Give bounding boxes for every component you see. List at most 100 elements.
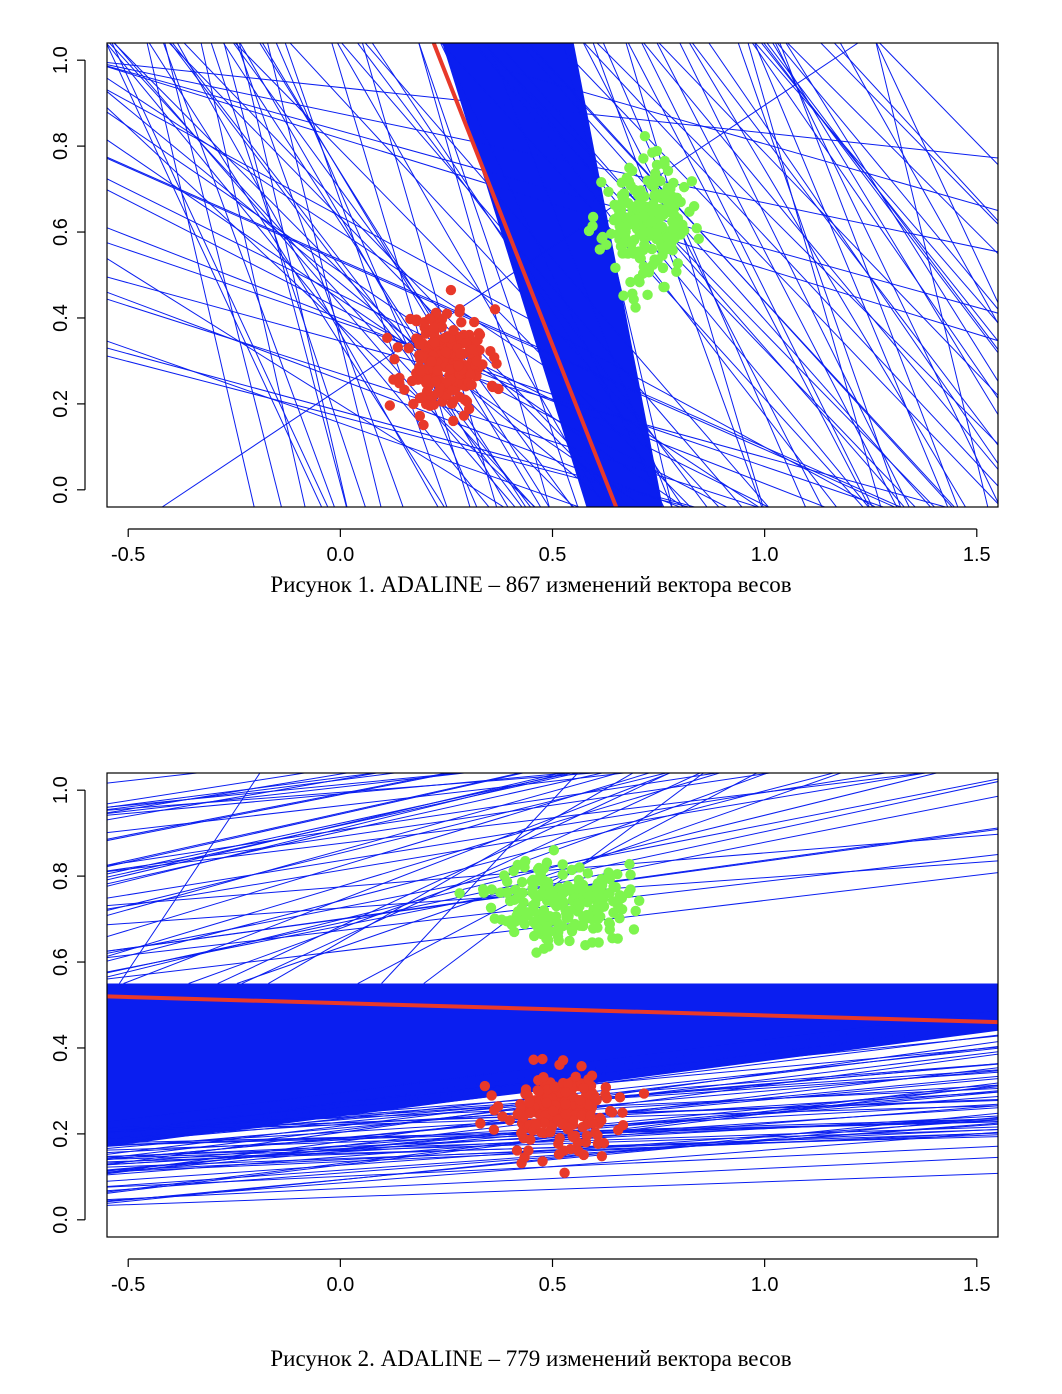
plot-frame — [106, 772, 999, 1238]
data-point — [625, 276, 636, 288]
data-point — [439, 332, 451, 344]
iteration-line — [107, 773, 563, 881]
iteration-line — [364, 43, 770, 507]
data-point — [560, 1098, 571, 1110]
data-point — [628, 294, 639, 305]
data-point — [501, 887, 513, 899]
data-point — [580, 939, 591, 951]
data-point — [536, 1127, 547, 1138]
chart-1-caption: Рисунок 1. ADALINE – 867 изменений векто… — [270, 572, 792, 597]
iteration-line — [107, 773, 573, 816]
iteration-line — [875, 43, 989, 507]
data-point — [556, 1118, 568, 1129]
iteration-line — [656, 43, 898, 507]
x-tick-label: 0.5 — [539, 544, 567, 566]
series-1 — [382, 284, 504, 431]
iteration-line — [168, 43, 624, 507]
iteration-line — [602, 43, 807, 507]
data-point — [693, 233, 704, 245]
iteration-line — [107, 65, 998, 314]
data-point — [603, 888, 614, 899]
data-point — [614, 890, 626, 901]
iteration-line — [107, 773, 939, 978]
data-point — [422, 374, 433, 385]
chart-1-svg: -0.5 0.0 0.5 1.0 1.5 0.0 0.2 0.4 0.6 0.8 1.0 — [50, 42, 999, 566]
data-point — [573, 1145, 584, 1157]
iteration-line — [737, 43, 902, 507]
data-point — [543, 941, 554, 952]
iteration-line — [474, 43, 838, 507]
x-tick-label: 0.5 — [539, 1274, 567, 1296]
iteration-line — [688, 43, 967, 507]
x-tick-label: 1.5 — [963, 544, 991, 566]
iteration-line — [107, 1084, 998, 1194]
iteration-line — [679, 43, 910, 507]
iteration-line — [418, 43, 550, 507]
data-point — [617, 1107, 628, 1118]
iteration-line — [107, 773, 574, 875]
iteration-line — [627, 43, 870, 507]
iteration-line — [497, 43, 905, 507]
data-point — [415, 365, 426, 376]
data-point — [436, 321, 448, 333]
data-point — [485, 902, 497, 914]
data-point — [566, 864, 577, 876]
x-tick-label: 0.0 — [326, 544, 354, 566]
iteration-line — [217, 773, 671, 984]
data-point — [511, 1145, 523, 1156]
data-point — [543, 889, 555, 900]
data-point — [642, 289, 653, 301]
data-point — [557, 859, 568, 870]
x-tick-label: -0.5 — [111, 544, 145, 566]
iteration-line — [164, 43, 282, 507]
data-point — [428, 322, 439, 333]
data-point — [479, 1080, 491, 1092]
iteration-line — [107, 1009, 998, 1122]
iteration-line — [107, 872, 998, 980]
data-point — [638, 210, 649, 222]
data-point — [533, 1086, 544, 1097]
data-point — [638, 153, 649, 164]
chart-2-svg: -0.5 0.0 0.5 1.0 1.5 0.0 0.2 0.4 0.6 0.8 1.0 — [50, 772, 999, 1296]
data-point — [582, 868, 594, 879]
x-tick-label: 0.0 — [326, 1274, 354, 1296]
iteration-line — [146, 43, 255, 507]
data-point — [469, 316, 480, 328]
iteration-line — [440, 43, 665, 507]
data-point — [553, 935, 565, 946]
data-point — [523, 1145, 534, 1156]
x-axis: -0.5 0.0 0.5 1.0 1.5 — [111, 528, 991, 566]
data-point — [609, 199, 620, 210]
iteration-line — [107, 77, 760, 507]
iteration-line — [107, 773, 466, 808]
data-point — [559, 1167, 570, 1179]
data-point — [525, 1134, 536, 1145]
data-point — [428, 399, 440, 410]
data-point — [382, 332, 393, 344]
iteration-line — [107, 43, 323, 507]
data-point — [574, 1094, 586, 1106]
figure-2: -0.5 0.0 0.5 1.0 1.5 0.0 0.2 0.4 0.6 0.8 1.0 Рисун… — [0, 730, 1062, 1394]
data-point — [596, 1150, 608, 1162]
data-point — [394, 377, 405, 389]
data-point — [430, 376, 441, 387]
data-point — [510, 916, 521, 927]
data-point — [591, 1094, 602, 1106]
data-point — [455, 348, 466, 359]
iteration-line — [839, 43, 998, 325]
iteration-line — [107, 773, 308, 805]
data-point — [646, 216, 657, 227]
data-point — [540, 924, 552, 936]
data-point — [562, 1078, 574, 1089]
data-point — [497, 1111, 508, 1122]
data-point — [586, 1070, 598, 1081]
iteration-line — [878, 43, 998, 166]
data-point — [553, 1149, 565, 1160]
data-point — [489, 304, 501, 315]
iteration-line — [107, 773, 669, 912]
iteration-line — [148, 43, 445, 507]
data-point — [587, 211, 599, 223]
data-point — [616, 904, 628, 915]
iteration-line — [107, 773, 522, 866]
data-point — [384, 400, 396, 411]
